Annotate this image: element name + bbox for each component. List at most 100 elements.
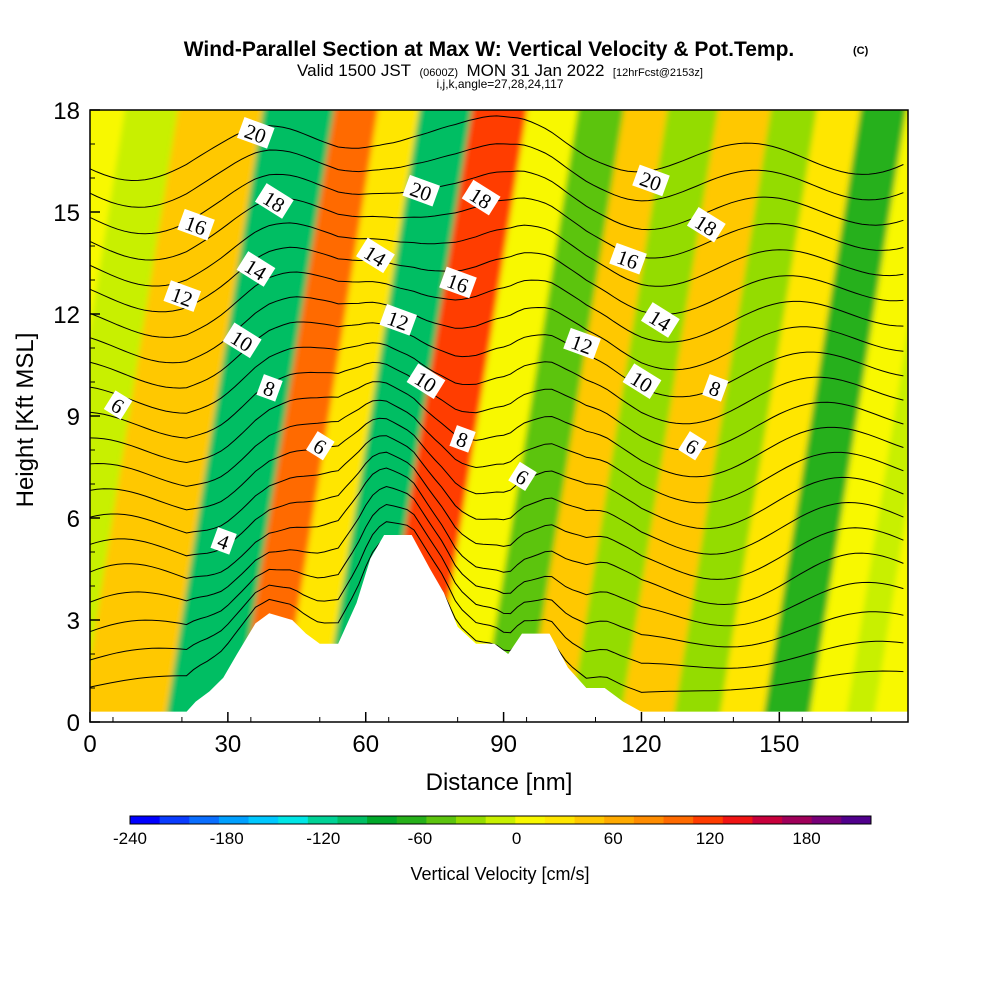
colorbar-cell [604,816,635,824]
theta-contour-line [90,361,904,452]
colorbar-cell [811,816,842,824]
velocity-band [762,110,907,722]
contour-label-box [563,327,601,360]
contour-label-box [449,425,476,453]
contour-label-box [632,164,670,197]
velocity-band [321,110,473,722]
colorbar-cell [722,816,753,824]
velocity-band [236,110,378,722]
velocity-band [718,110,861,722]
colorbar-cell [367,816,398,824]
contour-label-box [406,363,446,399]
colorbar-cell [544,816,575,824]
y-tick-label: 6 [67,506,80,533]
y-tick-label: 18 [53,98,80,125]
theta-contour-line [90,435,904,555]
colorbar-cell [337,816,368,824]
theta-contour-line [90,536,904,693]
x-tick-label: 150 [759,731,799,758]
colorbar-cell [159,816,190,824]
colorbar-tick-label: 0 [512,829,521,848]
colorbar-tick-label: -120 [306,829,340,848]
contour-label: 8 [449,425,476,453]
theta-contour-line [90,246,904,315]
velocity-band [165,110,335,722]
y-axis: 0 3 6 9 12 15 18 [53,98,100,737]
colorbar-cell [396,816,427,824]
theta-contour-line [90,321,904,398]
contour-label-box [210,527,237,555]
theta-contour-line [90,503,904,648]
x-tick-label: 30 [215,731,242,758]
contour-label-box [609,242,647,275]
colorbar-cell [663,816,694,824]
theta-contour-line [90,342,904,425]
contour-label: 6 [305,431,335,461]
theta-contour-line [90,467,904,606]
contour-label: 12 [563,327,601,360]
colorbar-tick-label: -60 [408,829,433,848]
subtitle-forecast: [12hrFcst@2153z] [613,67,703,79]
colorbar-tick-label: -240 [113,829,147,848]
x-tick-label: 0 [83,731,96,758]
chart-title: Wind-Parallel Section at Max W: Vertical… [184,38,795,61]
contour-label-box [305,431,335,461]
contour-label: 6 [678,431,707,461]
colorbar-cell [485,816,516,824]
x-tick-label: 60 [352,731,379,758]
contour-label-box [177,208,215,241]
subtitle-utc: (0600Z) [420,67,459,79]
contour-label-box [686,206,726,243]
velocity-band [90,110,263,722]
colorbar-cell [248,816,279,824]
colorbar-cell [752,816,783,824]
x-tick-label: 120 [621,731,661,758]
contour-label-box [236,251,276,287]
contour-label-box [508,461,537,491]
contour-label-box [402,174,441,207]
x-axis: 0 30 60 90 120 150 [83,712,872,758]
colorbar-frame [129,815,872,825]
theta-contour-line [90,222,904,287]
colorbar-cell [841,816,872,824]
contour-label-box [356,237,395,274]
contour-label: 4 [210,527,237,555]
contour-label-box [254,183,294,219]
colorbar-cell [218,816,249,824]
contour-label: 12 [163,280,202,312]
theta-contour-line [90,381,904,478]
colorbar-cell [426,816,457,824]
colorbar-tick-label: -180 [210,829,244,848]
colorbar-cell [307,816,338,824]
theta-contour-line [90,399,904,504]
colorbar-cell [456,816,487,824]
contour-label: 8 [702,374,729,402]
colorbar-tick-label: 60 [604,829,623,848]
contour-label-box [622,363,662,399]
contour-label-box [236,117,275,149]
y-tick-label: 12 [53,302,80,329]
y-tick-label: 0 [67,710,80,737]
subtitle-indices: i,j,k,angle=27,28,24,117 [437,77,564,91]
colorbar-tick-label: 180 [792,829,820,848]
colorbar-cell [782,816,813,824]
contour-label: 20 [236,117,275,149]
contour-label-box [163,280,202,312]
colorbar-tick-label: 120 [696,829,724,848]
colorbar-cell [574,816,605,824]
terrain-mask [90,535,908,722]
velocity-band [672,110,817,722]
theta-contour-line [90,143,904,208]
ground-strip [90,711,908,722]
subtitle-date: MON 31 Jan 2022 [467,61,605,80]
velocity-band [808,110,908,722]
contour-label: 6 [103,390,133,420]
contour-label-box [103,390,133,420]
contour-label-box [702,374,729,402]
contour-label-box [222,322,262,359]
y-tick-label: 3 [67,608,80,635]
colorbar-cell [278,816,309,824]
contour-label-box [256,374,283,402]
